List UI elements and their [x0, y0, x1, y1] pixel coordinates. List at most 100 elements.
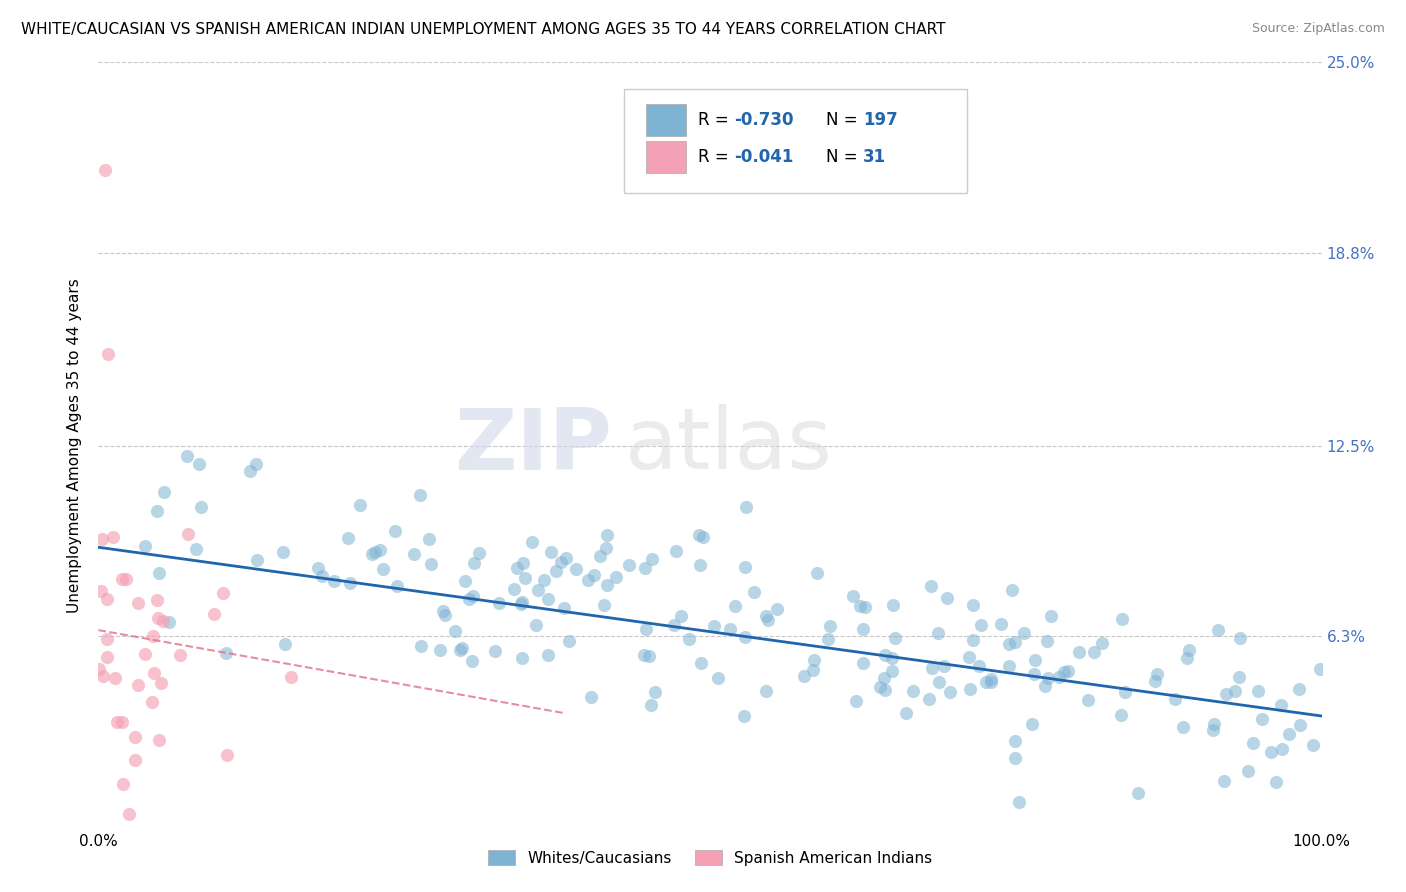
Point — [806, 566, 828, 580]
Y-axis label: Unemployment Among Ages 35 to 44 years: Unemployment Among Ages 35 to 44 years — [67, 278, 83, 614]
Text: R =: R = — [697, 148, 734, 166]
Point — [111, 714, 134, 729]
FancyBboxPatch shape — [647, 103, 686, 136]
Point — [524, 618, 547, 632]
Point — [640, 698, 662, 712]
FancyBboxPatch shape — [624, 89, 967, 193]
Point — [734, 630, 756, 644]
Point — [872, 671, 894, 685]
Point — [103, 671, 125, 685]
Point — [96, 649, 118, 664]
Point — [882, 599, 904, 613]
Point — [596, 528, 619, 542]
Point — [1126, 786, 1149, 800]
Text: atlas: atlas — [624, 404, 832, 488]
Point — [537, 592, 560, 607]
Point — [595, 577, 617, 591]
Point — [467, 546, 489, 560]
Point — [718, 622, 741, 636]
Point — [432, 604, 454, 618]
Point — [1289, 717, 1312, 731]
Point — [186, 541, 208, 556]
Point — [363, 545, 385, 559]
Point — [127, 596, 149, 610]
Point — [980, 673, 1002, 687]
Point — [215, 747, 238, 762]
Point — [1039, 609, 1062, 624]
Point — [1144, 674, 1167, 689]
Point — [936, 591, 959, 606]
Point — [555, 551, 578, 566]
Point — [157, 615, 180, 630]
Point — [735, 500, 758, 515]
Point — [433, 608, 456, 623]
Point — [1038, 671, 1060, 685]
Point — [510, 595, 533, 609]
Point — [990, 616, 1012, 631]
Point — [101, 530, 124, 544]
Point — [1171, 720, 1194, 734]
Point — [848, 599, 870, 614]
Point — [463, 589, 485, 603]
Point — [142, 665, 165, 680]
Point — [903, 684, 925, 698]
Point — [817, 632, 839, 646]
Point — [565, 562, 588, 576]
Point — [1250, 713, 1272, 727]
Point — [90, 583, 112, 598]
Point — [1014, 625, 1036, 640]
Point — [980, 675, 1002, 690]
Point — [845, 694, 868, 708]
Point — [1215, 687, 1237, 701]
Point — [339, 575, 361, 590]
Point — [506, 561, 529, 575]
Point — [576, 573, 599, 587]
Point — [387, 579, 409, 593]
Point — [1204, 717, 1226, 731]
Point — [142, 629, 165, 643]
Point — [959, 682, 981, 697]
Point — [553, 600, 575, 615]
Point — [1114, 685, 1136, 699]
Point — [451, 641, 474, 656]
Point — [689, 558, 711, 572]
Point — [1053, 665, 1076, 680]
FancyBboxPatch shape — [647, 141, 686, 173]
Point — [703, 619, 725, 633]
Point — [124, 753, 146, 767]
Point — [766, 602, 789, 616]
Point — [409, 488, 432, 502]
Point — [1004, 751, 1026, 765]
Point — [368, 542, 391, 557]
Point — [793, 669, 815, 683]
Point — [1111, 612, 1133, 626]
Point — [884, 631, 907, 645]
Point — [153, 485, 176, 500]
Point — [1309, 663, 1331, 677]
Point — [105, 715, 128, 730]
Point — [1109, 708, 1132, 723]
Point — [927, 626, 949, 640]
Point — [921, 661, 943, 675]
Point — [134, 647, 156, 661]
Point — [1227, 670, 1250, 684]
Point — [1237, 764, 1260, 778]
Point — [998, 637, 1021, 651]
Point — [558, 634, 581, 648]
Point — [336, 532, 359, 546]
Point — [852, 622, 875, 636]
Text: 197: 197 — [863, 111, 897, 129]
Point — [634, 561, 657, 575]
Point — [93, 162, 115, 177]
Point — [605, 570, 627, 584]
Point — [111, 776, 134, 790]
Point — [1270, 698, 1292, 712]
Point — [1004, 733, 1026, 747]
Point — [969, 618, 991, 632]
Point — [852, 656, 875, 670]
Point — [118, 807, 141, 822]
Point — [114, 572, 136, 586]
Point — [1302, 738, 1324, 752]
Point — [818, 619, 841, 633]
Text: WHITE/CAUCASIAN VS SPANISH AMERICAN INDIAN UNEMPLOYMENT AMONG AGES 35 TO 44 YEAR: WHITE/CAUCASIAN VS SPANISH AMERICAN INDI… — [21, 22, 946, 37]
